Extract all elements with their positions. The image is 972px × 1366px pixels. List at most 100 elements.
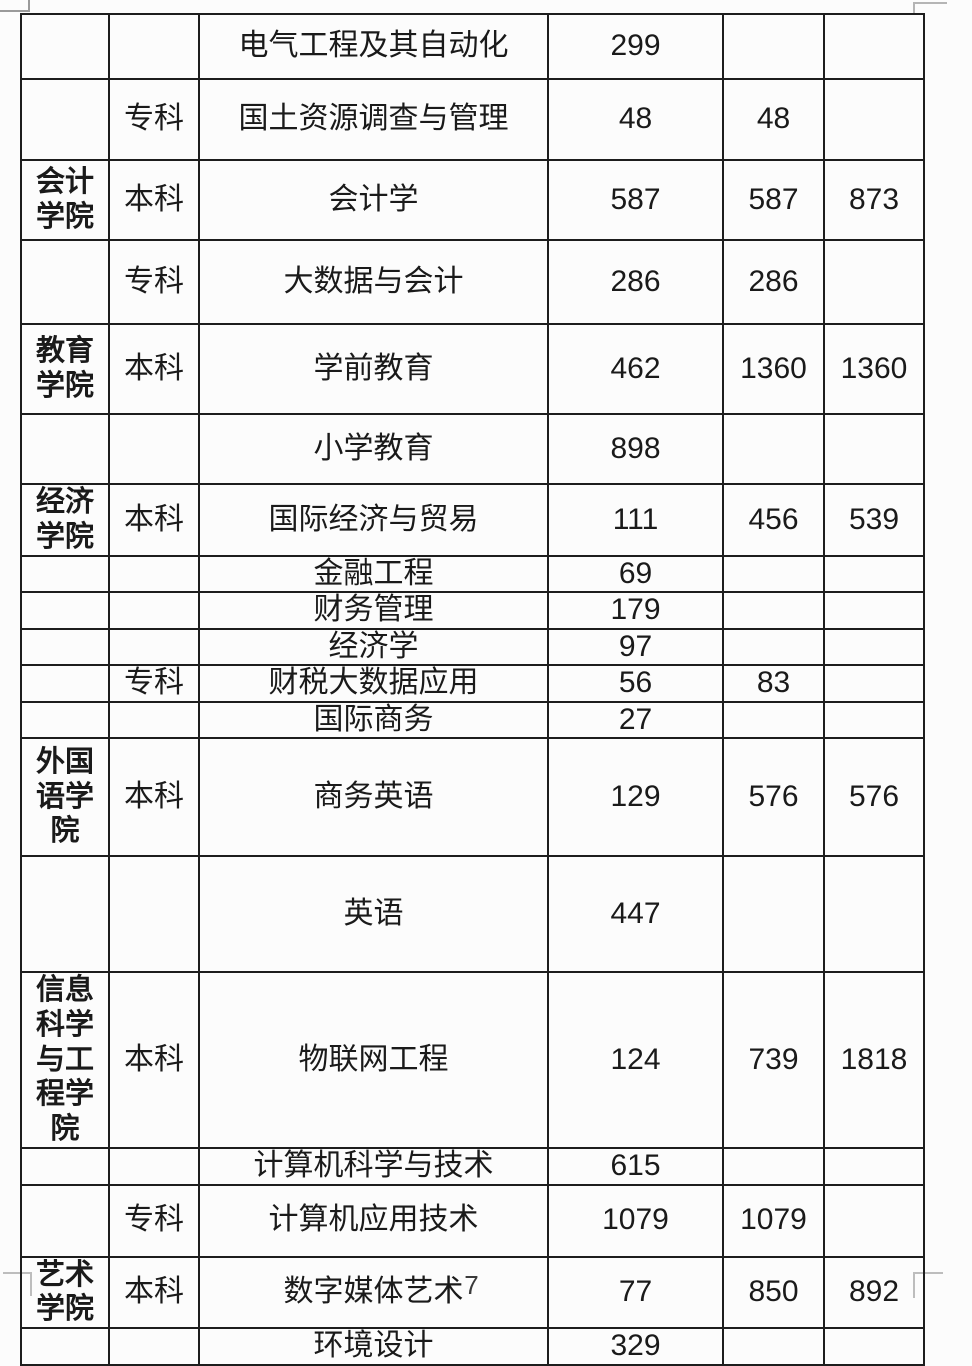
college-cell: 教育学院	[20, 323, 110, 415]
num-cell: 124	[547, 971, 724, 1150]
table-row: 小学教育 898	[20, 413, 925, 485]
num-cell: 1818	[823, 971, 925, 1150]
num-cell: 286	[547, 239, 724, 325]
level-cell	[108, 13, 200, 80]
crop-mark-top-right	[913, 2, 947, 14]
num-cell: 462	[547, 323, 724, 415]
college-cell	[20, 1327, 110, 1366]
num-cell	[823, 627, 925, 667]
major-cell: 经济学	[198, 627, 549, 667]
num-cell: 179	[547, 591, 724, 630]
num-cell	[722, 13, 825, 80]
num-cell: 77	[547, 1255, 724, 1330]
major-cell: 国土资源调查与管理	[198, 78, 549, 161]
num-cell: 1360	[823, 323, 925, 415]
num-cell	[722, 627, 825, 667]
level-cell	[108, 627, 200, 667]
college-cell	[20, 664, 110, 703]
num-cell	[722, 554, 825, 594]
num-cell	[823, 78, 925, 161]
college-cell: 经济学院	[20, 483, 110, 557]
major-cell: 英语	[198, 855, 549, 974]
num-cell: 48	[547, 78, 724, 161]
level-cell	[108, 591, 200, 630]
table-row: 电气工程及其自动化 299	[20, 13, 925, 80]
level-cell: 专科	[108, 664, 200, 703]
num-cell: 898	[547, 413, 724, 485]
table-row: 英语 447	[20, 855, 925, 974]
major-cell: 计算机应用技术	[198, 1183, 549, 1258]
num-cell	[823, 13, 925, 80]
table-row: 经济学 97	[20, 627, 925, 667]
num-cell: 447	[547, 855, 724, 974]
num-cell	[722, 413, 825, 485]
num-cell: 1079	[547, 1183, 724, 1258]
num-cell: 56	[547, 664, 724, 703]
num-cell	[722, 1147, 825, 1186]
num-cell: 129	[547, 737, 724, 858]
num-cell: 576	[722, 737, 825, 858]
table-row: 计算机科学与技术 615	[20, 1147, 925, 1186]
college-cell: 艺术学院	[20, 1255, 110, 1330]
num-cell	[823, 413, 925, 485]
num-cell: 456	[722, 483, 825, 557]
level-cell	[108, 855, 200, 974]
major-cell: 环境设计	[198, 1327, 549, 1366]
num-cell: 111	[547, 483, 724, 557]
num-cell: 615	[547, 1147, 724, 1186]
num-cell: 739	[722, 971, 825, 1150]
table-row: 艺术学院 本科 数字媒体艺术 77 850 892	[20, 1255, 925, 1330]
num-cell: 83	[722, 664, 825, 703]
num-cell	[823, 554, 925, 594]
num-cell	[823, 1147, 925, 1186]
num-cell: 48	[722, 78, 825, 161]
college-cell	[20, 13, 110, 80]
num-cell: 539	[823, 483, 925, 557]
college-cell	[20, 78, 110, 161]
college-cell	[20, 700, 110, 740]
level-cell: 专科	[108, 78, 200, 161]
num-cell: 97	[547, 627, 724, 667]
major-cell: 会计学	[198, 159, 549, 241]
num-cell: 892	[823, 1255, 925, 1330]
table-row: 专科 财税大数据应用 56 83	[20, 664, 925, 703]
level-cell: 本科	[108, 971, 200, 1150]
table-row: 专科 国土资源调查与管理 48 48	[20, 78, 925, 161]
major-cell: 大数据与会计	[198, 239, 549, 325]
major-cell: 商务英语	[198, 737, 549, 858]
num-cell	[823, 700, 925, 740]
college-cell	[20, 1183, 110, 1258]
table-row: 金融工程 69	[20, 554, 925, 594]
table-row: 专科 大数据与会计 286 286	[20, 239, 925, 325]
level-cell: 专科	[108, 239, 200, 325]
major-cell: 国际经济与贸易	[198, 483, 549, 557]
enrollment-table-body: 电气工程及其自动化 299 专科 国土资源调查与管理 48 48 会计学院 本科 会计学 587 5…	[20, 13, 925, 1366]
num-cell	[823, 855, 925, 974]
table-row: 专科 计算机应用技术 1079 1079	[20, 1183, 925, 1258]
major-cell: 物联网工程	[198, 971, 549, 1150]
level-cell: 本科	[108, 323, 200, 415]
num-cell: 69	[547, 554, 724, 594]
level-cell	[108, 700, 200, 740]
level-cell: 本科	[108, 159, 200, 241]
college-cell	[20, 413, 110, 485]
table-row: 会计学院 本科 会计学 587 587 873	[20, 159, 925, 241]
num-cell: 299	[547, 13, 724, 80]
num-cell	[823, 664, 925, 703]
level-cell: 专科	[108, 1183, 200, 1258]
major-cell: 国际商务	[198, 700, 549, 740]
major-cell: 财务管理	[198, 591, 549, 630]
college-cell	[20, 855, 110, 974]
crop-mark-top-left	[0, 0, 30, 12]
num-cell	[722, 855, 825, 974]
page-number: 7	[464, 1270, 479, 1300]
num-cell	[823, 239, 925, 325]
table-row: 信息科学与工程学院 本科 物联网工程 124 739 1818	[20, 971, 925, 1150]
num-cell: 850	[722, 1255, 825, 1330]
level-cell	[108, 1327, 200, 1366]
college-cell: 外国语学院	[20, 737, 110, 858]
num-cell: 1079	[722, 1183, 825, 1258]
table-row: 环境设计 329	[20, 1327, 925, 1366]
college-cell	[20, 591, 110, 630]
num-cell	[722, 700, 825, 740]
